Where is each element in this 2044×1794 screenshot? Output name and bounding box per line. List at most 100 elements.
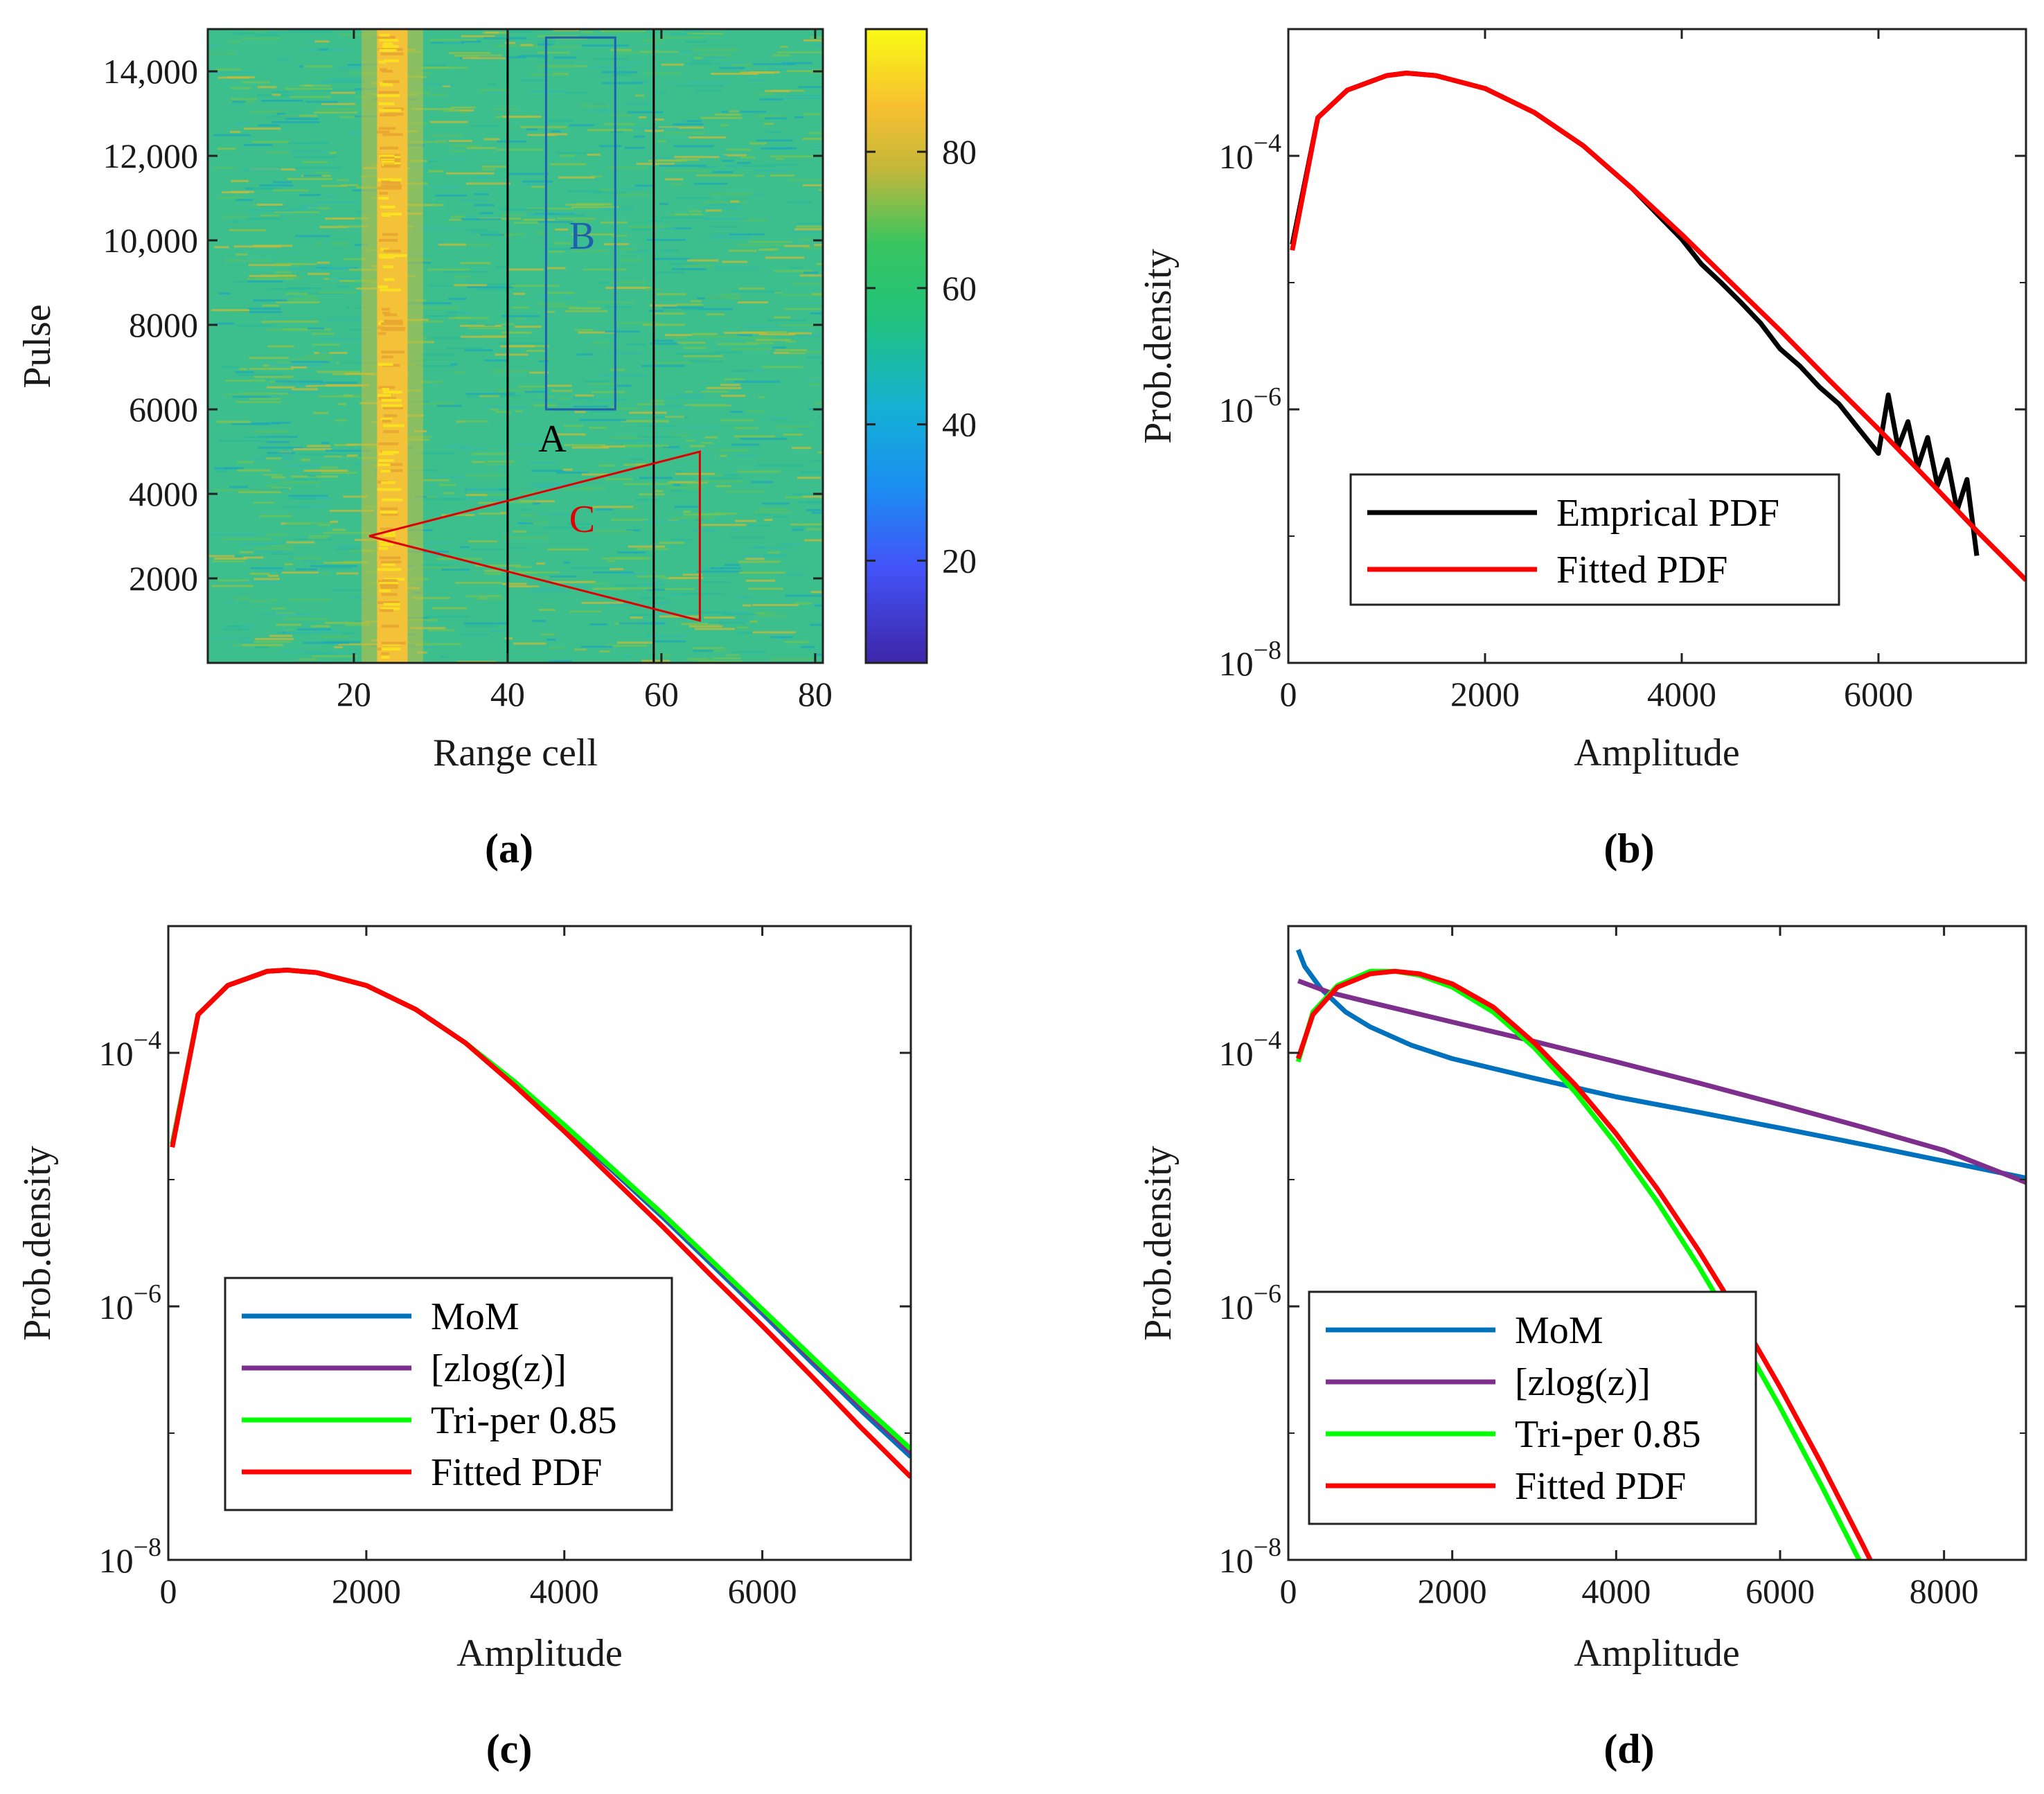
band-texture-cell bbox=[382, 537, 396, 540]
heatmap-texture-cell bbox=[779, 324, 790, 327]
heatmap-texture-cell bbox=[284, 563, 294, 566]
heatmap-texture-cell bbox=[230, 103, 243, 106]
heatmap-texture-cell bbox=[345, 623, 371, 626]
band-texture-cell bbox=[380, 607, 400, 610]
heatmap-texture-cell bbox=[527, 134, 557, 136]
heatmap-texture-cell bbox=[798, 222, 823, 225]
heatmap-texture-cell bbox=[437, 405, 462, 407]
heatmap-texture-cell bbox=[676, 303, 703, 306]
heatmap-texture-cell bbox=[704, 296, 742, 299]
heatmap-texture-cell bbox=[670, 481, 709, 483]
y-tick-label: 10−6 bbox=[1219, 1279, 1281, 1326]
heatmap-texture-cell bbox=[297, 658, 318, 661]
heatmap-texture-cell bbox=[325, 217, 355, 220]
heatmap-texture-cell bbox=[310, 89, 356, 92]
heatmap-texture-cell bbox=[285, 292, 308, 295]
band-texture-cell bbox=[384, 278, 395, 281]
heatmap-texture-cell bbox=[417, 64, 447, 66]
heatmap-texture-cell bbox=[623, 463, 650, 466]
heatmap-texture-cell bbox=[410, 452, 456, 454]
panel-c-frame bbox=[167, 925, 912, 1561]
heatmap-texture-cell bbox=[563, 425, 584, 427]
heatmap-texture-cell bbox=[555, 220, 594, 223]
heatmap-texture-cell bbox=[538, 221, 574, 223]
heatmap-texture-cell bbox=[321, 441, 330, 444]
heatmap-texture-cell bbox=[575, 394, 594, 397]
heatmap-texture-cell bbox=[518, 55, 548, 57]
heatmap-texture-cell bbox=[569, 124, 594, 127]
heatmap-texture-cell bbox=[319, 382, 357, 384]
heatmap-texture-cell bbox=[253, 299, 287, 302]
heatmap-texture-cell bbox=[288, 495, 328, 497]
heatmap-texture-cell bbox=[283, 382, 326, 385]
band-texture-cell bbox=[381, 560, 402, 564]
heatmap-texture-cell bbox=[638, 436, 682, 438]
heatmap-texture-cell bbox=[718, 449, 749, 452]
heatmap-texture-cell bbox=[454, 581, 502, 584]
heatmap-texture-cell bbox=[618, 398, 626, 401]
heatmap-texture-cell bbox=[232, 396, 272, 398]
heatmap-texture-cell bbox=[628, 226, 672, 229]
band-texture-cell bbox=[378, 197, 389, 200]
heatmap-texture-cell bbox=[259, 515, 292, 517]
heatmap-texture-cell bbox=[679, 426, 719, 429]
band-texture-cell bbox=[377, 186, 402, 190]
heatmap-texture-cell bbox=[722, 260, 748, 263]
heatmap-texture-cell bbox=[517, 522, 533, 524]
heatmap-texture-cell bbox=[307, 207, 330, 210]
band-texture-cell bbox=[379, 39, 399, 42]
heatmap-texture-cell bbox=[466, 182, 511, 185]
heatmap-texture-cell bbox=[483, 138, 500, 141]
heatmap-texture-cell bbox=[806, 356, 823, 359]
heatmap-texture-cell bbox=[250, 572, 270, 575]
heatmap-texture-cell bbox=[472, 231, 501, 234]
heatmap-texture-cell bbox=[752, 612, 774, 614]
heatmap-texture-cell bbox=[284, 618, 330, 620]
heatmap-texture-cell bbox=[249, 368, 294, 370]
panel-d-legend: MoM [zlog(z)] Tri-per 0.85 Fitted PDF bbox=[1308, 1290, 1757, 1525]
heatmap-texture-cell bbox=[674, 506, 699, 508]
heatmap-texture-cell bbox=[617, 193, 650, 196]
heatmap-texture-cell bbox=[495, 411, 512, 414]
heatmap-texture-cell bbox=[593, 571, 634, 574]
y-tick-label: 10−8 bbox=[1219, 636, 1281, 683]
heatmap-texture-cell bbox=[732, 528, 740, 531]
heatmap-texture-cell bbox=[528, 589, 569, 592]
heatmap-texture-cell bbox=[551, 130, 561, 133]
heatmap-texture-cell bbox=[335, 419, 348, 422]
heatmap-texture-cell bbox=[276, 623, 301, 626]
heatmap-texture-cell bbox=[685, 41, 708, 43]
band-texture-cell bbox=[382, 233, 398, 236]
band-texture-cell bbox=[380, 83, 393, 87]
panel-b-series bbox=[1290, 71, 2026, 582]
heatmap-texture-cell bbox=[309, 535, 330, 538]
heatmap-texture-cell bbox=[717, 343, 758, 346]
heatmap-texture-cell bbox=[647, 634, 685, 637]
heatmap-texture-cell bbox=[734, 454, 756, 456]
heatmap-texture-cell bbox=[307, 40, 315, 43]
heatmap-texture-cell bbox=[211, 585, 254, 587]
heatmap-texture-cell bbox=[253, 548, 294, 551]
heatmap-texture-cell bbox=[708, 621, 745, 624]
heatmap-texture-cell bbox=[325, 319, 369, 321]
heatmap-texture-cell bbox=[675, 213, 703, 215]
heatmap-texture-cell bbox=[466, 147, 497, 150]
heatmap-texture-cell bbox=[620, 258, 641, 261]
heatmap-texture-cell bbox=[297, 628, 332, 631]
heatmap-texture-cell bbox=[725, 165, 743, 168]
heatmap-texture-cell bbox=[780, 542, 801, 545]
heatmap-texture-cell bbox=[431, 134, 463, 137]
heatmap-texture-cell bbox=[571, 249, 609, 252]
heatmap-texture-cell bbox=[450, 106, 477, 109]
heatmap-texture-cell bbox=[715, 474, 726, 477]
heatmap-texture-cell bbox=[598, 281, 609, 284]
heatmap-texture-cell bbox=[267, 31, 287, 33]
heatmap-texture-cell bbox=[508, 585, 540, 588]
heatmap-texture-cell bbox=[734, 519, 756, 522]
heatmap-texture-cell bbox=[513, 222, 539, 224]
heatmap-texture-cell bbox=[611, 436, 656, 439]
heatmap-texture-cell bbox=[520, 125, 567, 128]
heatmap-texture-cell bbox=[723, 332, 767, 335]
heatmap-texture-cell bbox=[759, 98, 783, 100]
heatmap-texture-cell bbox=[449, 311, 461, 314]
